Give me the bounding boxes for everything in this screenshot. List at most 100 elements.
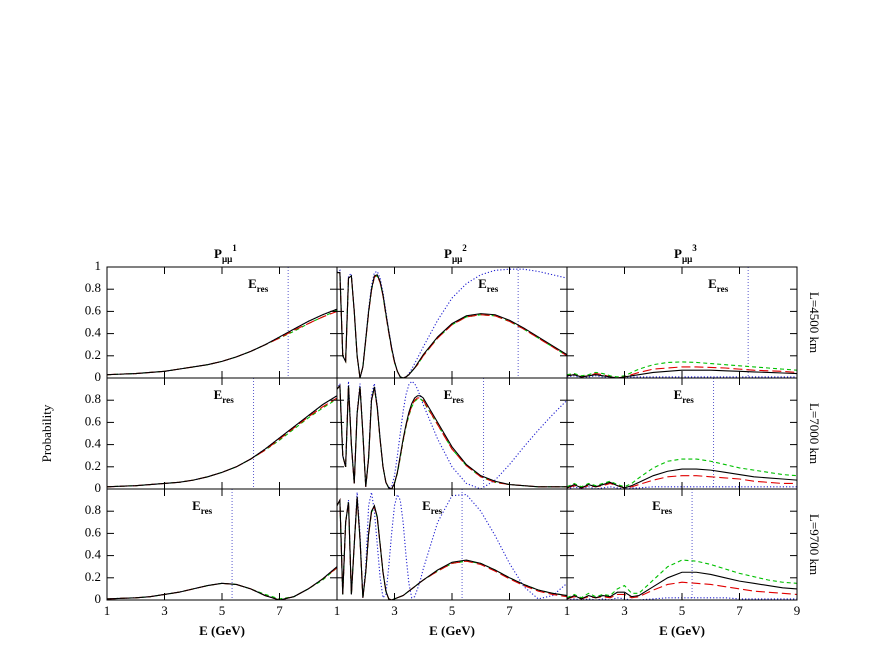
x-tick-label: 3 (391, 603, 398, 618)
column-title-main: P (444, 246, 452, 261)
x-tick-label: 3 (621, 603, 628, 618)
y-tick-label: 0 (95, 369, 102, 384)
curve (107, 309, 337, 376)
column-title: Pμμ2 (444, 243, 467, 264)
curve (107, 566, 337, 600)
curve (567, 559, 797, 599)
panel-frame (336, 488, 568, 601)
panel (337, 267, 567, 378)
curve (567, 597, 797, 600)
y-tick-label: 0.6 (85, 302, 102, 317)
curve (567, 361, 797, 378)
e-res-label-sub: res (201, 506, 213, 516)
curve (567, 458, 797, 488)
panel-frame (566, 488, 798, 601)
x-tick-label: 5 (219, 603, 226, 618)
e-res-label-main: E (248, 276, 257, 291)
panel (567, 489, 797, 600)
column-title: Pμμ3 (674, 243, 697, 264)
e-res-label-sub: res (222, 395, 234, 405)
curve (337, 272, 567, 378)
curve (107, 310, 337, 376)
e-res-label-main: E (444, 387, 453, 402)
y-tick-label: 0.2 (85, 569, 101, 584)
x-tick-label: 3 (161, 603, 168, 618)
panel (107, 378, 337, 489)
row-label: L=7000 km (807, 403, 822, 464)
column-title-sub: μμ (452, 254, 463, 264)
e-res-label-main: E (674, 387, 683, 402)
curve (567, 468, 797, 489)
x-axis-label: E (GeV) (199, 623, 245, 638)
column-title-sup: 3 (692, 243, 697, 253)
e-res-label-main: E (422, 498, 431, 513)
e-res-label-sub: res (717, 284, 729, 294)
curve (567, 369, 797, 378)
x-tick-label: 7 (506, 603, 513, 618)
y-tick-label: 0.8 (85, 502, 101, 517)
y-tick-label: 0.4 (85, 547, 102, 562)
panel (107, 267, 337, 378)
x-tick-label: 5 (679, 603, 686, 618)
x-tick-label: 9 (794, 603, 801, 618)
column-title-sup: 1 (232, 243, 237, 253)
x-tick-label: 7 (736, 603, 743, 618)
e-res-label-sub: res (431, 506, 443, 516)
row-label: L=9700 km (807, 514, 822, 575)
e-res-label-sub: res (682, 395, 694, 405)
panel (337, 489, 567, 600)
y-tick-label: 0.6 (85, 524, 102, 539)
curve (107, 398, 337, 488)
x-axis-label: E (GeV) (429, 623, 475, 638)
column-title-sub: μμ (682, 254, 693, 264)
y-tick-label: 0.4 (85, 325, 102, 340)
e-res-label-main: E (708, 276, 717, 291)
column-title-main: P (214, 246, 222, 261)
y-tick-label: 0.8 (85, 280, 101, 295)
e-res-label: Eres (214, 387, 235, 405)
y-tick-label: 0.2 (85, 458, 101, 473)
column-title-sup: 2 (462, 243, 467, 253)
x-axis-label: E (GeV) (659, 623, 705, 638)
panel (567, 267, 797, 378)
row-label: L=4500 km (807, 292, 822, 353)
y-tick-label: 0 (95, 591, 102, 606)
y-tick-label: 0 (95, 480, 102, 495)
curve (107, 395, 337, 488)
e-res-label: Eres (444, 387, 465, 405)
x-tick-label: 1 (564, 603, 571, 618)
x-tick-label: 1 (104, 603, 111, 618)
e-res-label: Eres (478, 276, 499, 294)
e-res-label-sub: res (257, 284, 269, 294)
e-res-label-main: E (652, 498, 661, 513)
column-title-main: P (674, 246, 682, 261)
e-res-label: Eres (192, 498, 213, 516)
e-res-label: Eres (248, 276, 269, 294)
y-tick-label: 0.8 (85, 391, 101, 406)
e-res-label: Eres (422, 498, 443, 516)
column-title: Pμμ1 (214, 243, 237, 264)
e-res-label: Eres (652, 498, 673, 516)
curve (337, 492, 567, 600)
e-res-label-main: E (214, 387, 223, 402)
e-res-label-main: E (478, 276, 487, 291)
curve (567, 486, 797, 489)
column-title-sub: μμ (222, 254, 233, 264)
e-res-label: Eres (708, 276, 729, 294)
curve (567, 375, 797, 378)
panel (567, 378, 797, 489)
panel (107, 489, 337, 600)
y-tick-label: 1 (95, 258, 102, 273)
e-res-label-sub: res (661, 506, 673, 516)
x-tick-label: 7 (276, 603, 283, 618)
curve (107, 395, 337, 488)
curve (337, 496, 567, 600)
y-axis-label: Probability (39, 404, 54, 462)
e-res-label: Eres (674, 387, 695, 405)
curve (567, 571, 797, 600)
x-tick-label: 5 (449, 603, 456, 618)
e-res-label-main: E (192, 498, 201, 513)
panel-frame (566, 266, 798, 379)
